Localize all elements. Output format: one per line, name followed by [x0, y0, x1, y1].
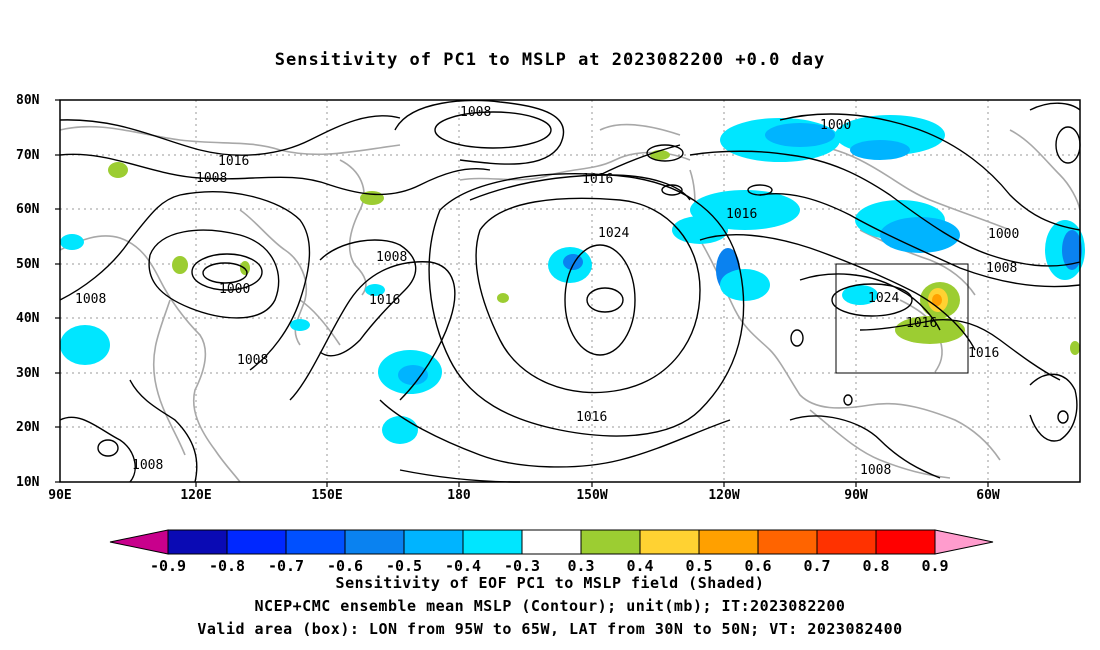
contour-label: 1016 — [968, 346, 999, 361]
colorbar-cell — [580, 529, 641, 555]
contour-label: 1008 — [860, 463, 891, 478]
lat-label: 80N — [16, 93, 40, 108]
contour-label: 1024 — [598, 226, 629, 241]
contour-label: 1008 — [376, 250, 407, 265]
colorbar-label: 0.3 — [567, 557, 594, 575]
colorbar-label: 0.4 — [626, 557, 653, 575]
colorbar-label: 0.6 — [744, 557, 771, 575]
longitude-labels: 90E 120E 150E 180 150W 120W 90W 60W — [48, 488, 1000, 503]
colorbar-cell — [226, 529, 287, 555]
colorbar-cell — [167, 529, 228, 555]
lat-label: 50N — [16, 257, 40, 272]
colorbar-cell — [698, 529, 759, 555]
contour-label: 1008 — [196, 171, 227, 186]
colorbar-label: -0.8 — [209, 557, 245, 575]
lon-label: 120E — [180, 488, 211, 503]
contour-labels: 1008 1016 1008 1000 1008 1008 1008 1016 … — [75, 105, 1019, 478]
contour-label: 1016 — [576, 410, 607, 425]
contour-label: 1016 — [218, 154, 249, 169]
caption-line-3: Valid area (box): LON from 95W to 65W, L… — [197, 620, 903, 638]
colorbar-cell — [757, 529, 818, 555]
colorbar-label: 0.9 — [921, 557, 948, 575]
lon-label: 120W — [708, 488, 739, 503]
contour-label: 1016 — [582, 172, 613, 187]
lon-label: 90W — [844, 488, 868, 503]
lon-label: 150W — [576, 488, 607, 503]
lon-label: 90E — [48, 488, 71, 503]
contour-label: 1000 — [820, 118, 851, 133]
map-title: Sensitivity of PC1 to MSLP at 2023082200… — [274, 50, 826, 70]
colorbar-right-arrow — [934, 529, 994, 555]
colorbar-label: -0.7 — [268, 557, 304, 575]
contour-label: 1016 — [906, 316, 937, 331]
valid-area-box — [835, 263, 969, 374]
colorbar-label: -0.4 — [445, 557, 481, 575]
contour-label: 1016 — [369, 293, 400, 308]
colorbar-label: -0.6 — [327, 557, 363, 575]
colorbar-cell — [875, 529, 936, 555]
lon-label: 180 — [447, 488, 471, 503]
colorbar-label: -0.3 — [504, 557, 540, 575]
lat-label: 20N — [16, 420, 40, 435]
colorbar-labels: -0.9 -0.8 -0.7 -0.6 -0.5 -0.4 -0.3 0.3 0.4 0.5 0.6… — [150, 557, 949, 575]
contour-label: 1024 — [868, 291, 899, 306]
contour-label: 1016 — [726, 207, 757, 222]
colorbar-left-arrow — [109, 529, 169, 555]
colorbar-cell — [403, 529, 464, 555]
lon-label: 60W — [976, 488, 1000, 503]
colorbar-label: -0.5 — [386, 557, 422, 575]
colorbar-cell — [816, 529, 877, 555]
map-frame — [59, 99, 1081, 483]
colorbar-label: 0.8 — [862, 557, 889, 575]
lat-label: 10N — [16, 475, 40, 490]
caption-line-1: Sensitivity of EOF PC1 to MSLP field (Sh… — [335, 574, 765, 592]
colorbar-cell — [521, 529, 582, 555]
lon-label: 150E — [311, 488, 342, 503]
lat-label: 60N — [16, 202, 40, 217]
caption-line-2: NCEP+CMC ensemble mean MSLP (Contour); u… — [254, 597, 846, 615]
colorbar-cell — [462, 529, 523, 555]
contour-label: 1008 — [460, 105, 491, 120]
contour-label: 1000 — [988, 227, 1019, 242]
contour-label: 1008 — [986, 261, 1017, 276]
colorbar-cell — [639, 529, 700, 555]
colorbar-cell — [285, 529, 346, 555]
lat-label: 70N — [16, 148, 40, 163]
contour-label: 1008 — [132, 458, 163, 473]
lat-label: 30N — [16, 366, 40, 381]
colorbar-cell — [344, 529, 405, 555]
axis-ticks — [55, 99, 989, 487]
contour-label: 1008 — [237, 353, 268, 368]
latitude-labels: 80N 70N 60N 50N 40N 30N 20N 10N — [16, 93, 40, 490]
colorbar-label: 0.5 — [685, 557, 712, 575]
contour-label: 1000 — [219, 282, 250, 297]
contour-label: 1008 — [75, 292, 106, 307]
lat-label: 40N — [16, 311, 40, 326]
mslp-contours — [59, 99, 1081, 483]
colorbar-label: -0.9 — [150, 557, 186, 575]
colorbar — [109, 529, 994, 555]
colorbar-label: 0.7 — [803, 557, 830, 575]
